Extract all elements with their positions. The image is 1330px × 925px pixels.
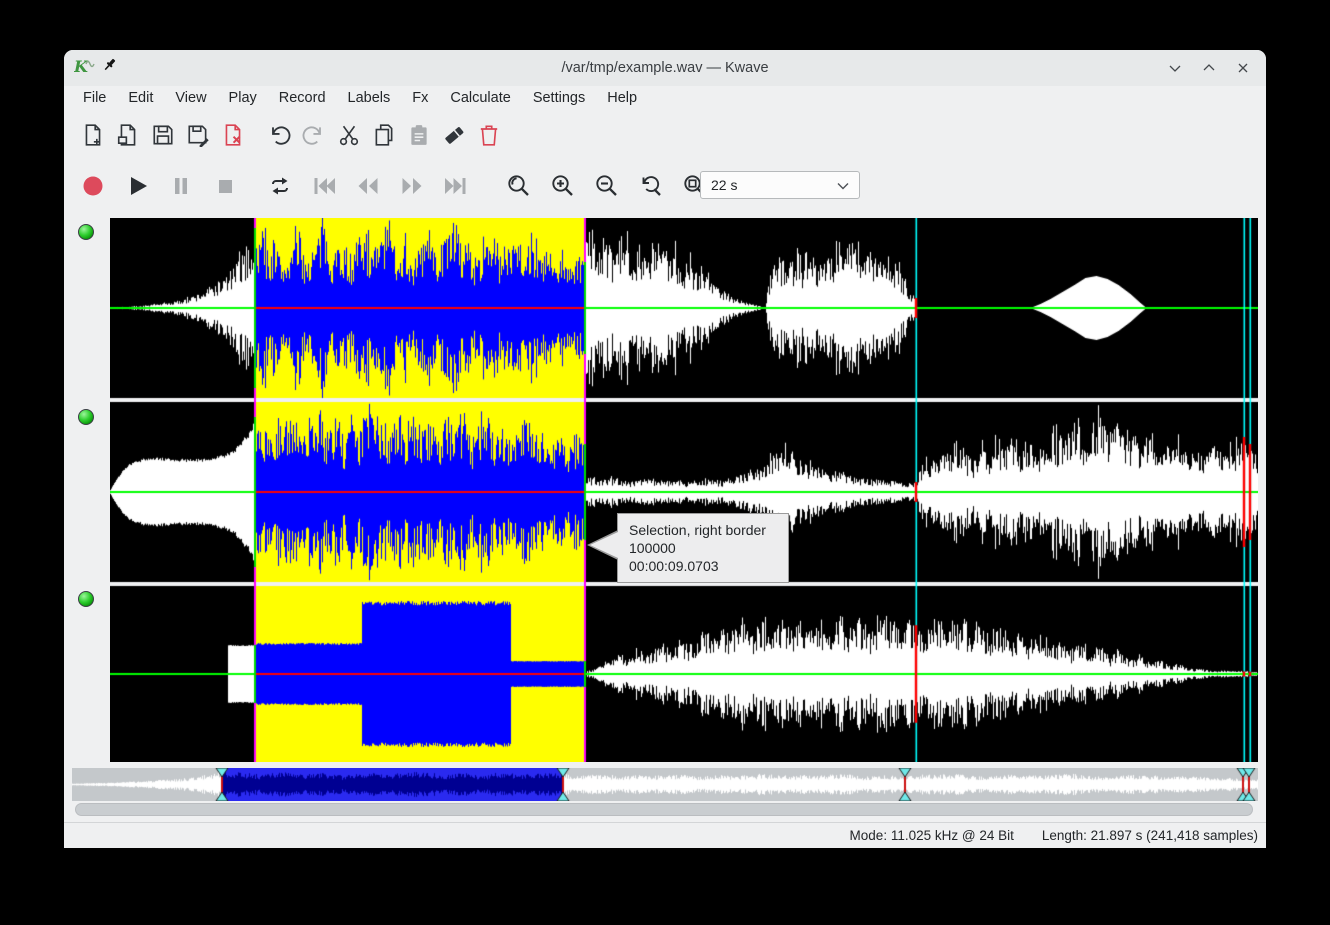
zoom-revert-button[interactable] (633, 168, 669, 204)
menu-item-file[interactable]: File (83, 90, 107, 106)
paste-icon (407, 123, 431, 147)
file-open-button[interactable] (111, 118, 145, 152)
zoom-in-button[interactable] (545, 168, 581, 204)
kwave-window: K /var/tmp/example.wav — Kwave (64, 50, 1266, 848)
play-button[interactable] (118, 167, 156, 205)
forward-icon (398, 172, 426, 200)
menu-item-edit[interactable]: Edit (128, 90, 154, 106)
menu-item-view[interactable]: View (175, 90, 207, 106)
delete-button[interactable] (472, 118, 506, 152)
menu-item-record[interactable]: Record (278, 90, 326, 106)
rewind-icon (354, 172, 382, 200)
file-save-as-icon (186, 123, 210, 147)
tooltip-line-1: Selection, right border (629, 522, 766, 538)
menu-item-help[interactable]: Help (607, 90, 638, 106)
file-save-button[interactable] (146, 118, 180, 152)
zoom-duration-combobox[interactable]: 22 s (700, 171, 860, 199)
go-to-start-button[interactable] (305, 167, 343, 205)
statusbar: Mode: 11.025 kHz @ 24 Bit Length: 21.897… (64, 822, 1266, 848)
file-save-as-button[interactable] (181, 118, 215, 152)
undo-icon (267, 123, 291, 147)
file-new-button[interactable] (76, 118, 110, 152)
kwave-logo-icon: K (73, 57, 96, 80)
paste-button[interactable] (402, 118, 436, 152)
menu-item-labels[interactable]: Labels (347, 90, 391, 106)
redo-button[interactable] (297, 118, 331, 152)
playback-toolbar (64, 160, 1266, 212)
record-icon (79, 172, 107, 200)
pause-button[interactable] (162, 167, 200, 205)
play-icon (123, 172, 151, 200)
status-mode: Mode: 11.025 kHz @ 24 Bit (849, 828, 1014, 843)
zoom-in-icon (550, 173, 576, 199)
delete-icon (477, 123, 501, 147)
copy-button[interactable] (367, 118, 401, 152)
svg-text:K: K (74, 57, 89, 75)
loop-button[interactable] (261, 167, 299, 205)
horizontal-scrollbar[interactable] (75, 803, 1253, 816)
menu-item-fx[interactable]: Fx (412, 90, 429, 106)
eraser-icon (442, 123, 466, 147)
close-button[interactable] (1234, 59, 1252, 77)
selection-tooltip: Selection, right border 100000 00:00:09.… (617, 513, 789, 583)
cut-icon (337, 123, 361, 147)
stop-button[interactable] (206, 167, 244, 205)
pin-icon[interactable] (102, 57, 119, 79)
tooltip-line-3: 00:00:09.0703 (629, 558, 719, 574)
file-new-icon (81, 123, 105, 147)
zoom-selection-button[interactable] (501, 168, 537, 204)
file-open-icon (116, 123, 140, 147)
zoom-out-button[interactable] (589, 168, 625, 204)
menu-item-play[interactable]: Play (228, 90, 257, 106)
menu-item-settings[interactable]: Settings (532, 90, 586, 106)
track3-enable-led[interactable] (78, 591, 94, 607)
file-toolbar (64, 110, 1266, 160)
go-to-end-button[interactable] (437, 167, 475, 205)
signal-view-canvas[interactable] (110, 218, 1258, 762)
file-save-icon (151, 123, 175, 147)
zoom-duration-value: 22 s (711, 177, 738, 193)
go-to-start-icon (310, 172, 338, 200)
loop-icon (266, 172, 294, 200)
undo-button[interactable] (262, 118, 296, 152)
menubar: File Edit View Play Record Labels Fx Calculate S… (64, 86, 1266, 110)
eraser-button[interactable] (437, 118, 471, 152)
file-close-icon (221, 123, 245, 147)
cut-button[interactable] (332, 118, 366, 152)
copy-icon (372, 123, 396, 147)
minimize-button[interactable] (1166, 59, 1184, 77)
record-button[interactable] (74, 167, 112, 205)
overview-canvas[interactable] (72, 768, 1258, 801)
titlebar: K /var/tmp/example.wav — Kwave (64, 50, 1266, 86)
chevron-down-icon (837, 177, 849, 193)
track1-enable-led[interactable] (78, 224, 94, 240)
track2-enable-led[interactable] (78, 409, 94, 425)
maximize-button[interactable] (1200, 59, 1218, 77)
pause-icon (167, 172, 195, 200)
rewind-button[interactable] (349, 167, 387, 205)
zoom-selection-icon (506, 173, 532, 199)
redo-icon (302, 123, 326, 147)
menu-item-calculate[interactable]: Calculate (450, 90, 511, 106)
zoom-out-icon (594, 173, 620, 199)
forward-button[interactable] (393, 167, 431, 205)
status-length: Length: 21.897 s (241,418 samples) (1041, 828, 1258, 843)
zoom-revert-icon (638, 173, 664, 199)
file-close-button[interactable] (216, 118, 250, 152)
stop-icon (211, 172, 239, 200)
tooltip-line-2: 100000 (629, 540, 676, 556)
go-to-end-icon (442, 172, 470, 200)
window-title: /var/tmp/example.wav — Kwave (561, 60, 769, 76)
